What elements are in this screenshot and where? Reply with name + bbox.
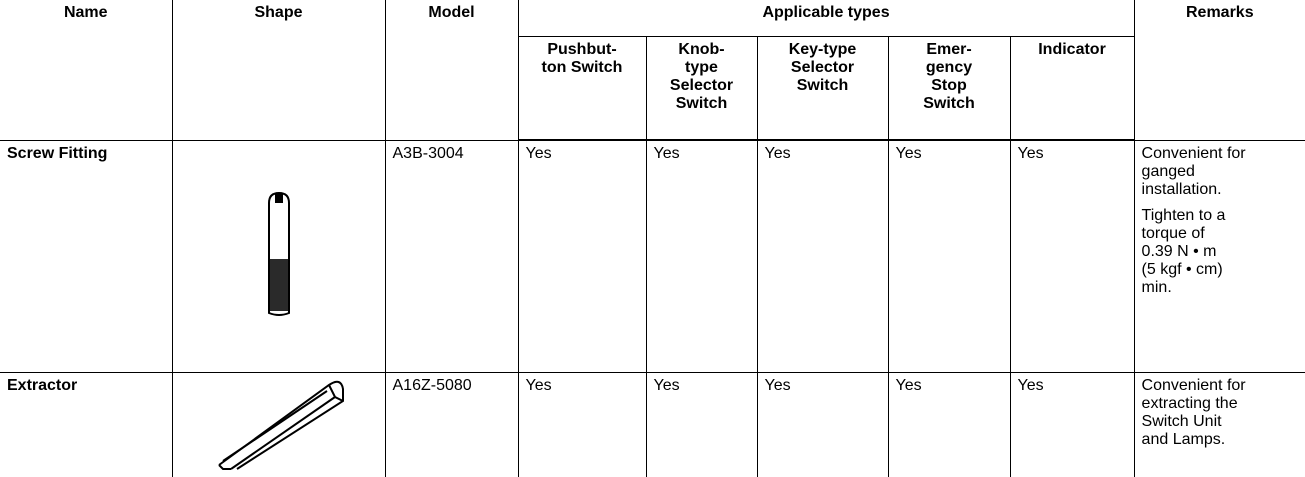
name-cell: Screw Fitting bbox=[0, 139, 173, 373]
shape-cell bbox=[171, 371, 386, 477]
remarks-cell: Convenient for extracting the Switch Uni… bbox=[1133, 371, 1305, 477]
header-cell: Shape bbox=[171, 0, 386, 141]
shape-cell bbox=[171, 139, 386, 373]
body-row: Screw Fitting A3B-3004 Yes Yes Yes Yes Yes Conv… bbox=[0, 139, 1305, 373]
header-cell: Key-type Selector Switch bbox=[756, 35, 889, 141]
header-row: Name Shape Model Applicable types Remark… bbox=[0, 0, 1305, 141]
screw-fitting-icon bbox=[267, 191, 290, 316]
remark-paragraph: Convenient for ganged installation. bbox=[1141, 144, 1246, 198]
type-cell: Yes bbox=[517, 371, 647, 477]
header-cell: Indicator bbox=[1009, 35, 1135, 141]
header-cell: Remarks bbox=[1133, 0, 1305, 141]
type-cell: Yes bbox=[645, 371, 758, 477]
body-row: Extractor A16Z-5080 Yes Yes Yes Yes Yes Conveni… bbox=[0, 371, 1305, 477]
type-cell: Yes bbox=[1009, 371, 1135, 477]
type-cell: Yes bbox=[517, 139, 647, 373]
header-row: Pushbut- ton Switch Knob- type Selector S… bbox=[0, 35, 1305, 141]
header-cell: Knob- type Selector Switch bbox=[645, 35, 758, 141]
remarks-cell: Convenient for ganged installation. Tight… bbox=[1133, 139, 1305, 373]
remark-paragraph: Tighten to a torque of 0.39 N • m (5 kgf… bbox=[1141, 206, 1226, 296]
type-cell: Yes bbox=[756, 371, 889, 477]
header-cell: Model bbox=[384, 0, 519, 141]
type-cell: Yes bbox=[756, 139, 889, 373]
model-cell: A16Z-5080 bbox=[384, 371, 519, 477]
header-cell: Emer- gency Stop Switch bbox=[887, 35, 1011, 141]
type-cell: Yes bbox=[645, 139, 758, 373]
header-cell: Pushbut- ton Switch bbox=[518, 35, 647, 141]
type-cell: Yes bbox=[887, 139, 1011, 373]
type-cell: Yes bbox=[887, 371, 1011, 477]
type-cell: Yes bbox=[1009, 139, 1135, 373]
model-cell: A3B-3004 bbox=[384, 139, 519, 373]
header-cell: Name bbox=[0, 0, 173, 141]
extractor-icon bbox=[217, 380, 344, 470]
remark-paragraph: Convenient for extracting the Switch Uni… bbox=[1141, 376, 1246, 448]
name-cell: Extractor bbox=[0, 371, 173, 477]
header-cell: Applicable types bbox=[517, 0, 1135, 37]
